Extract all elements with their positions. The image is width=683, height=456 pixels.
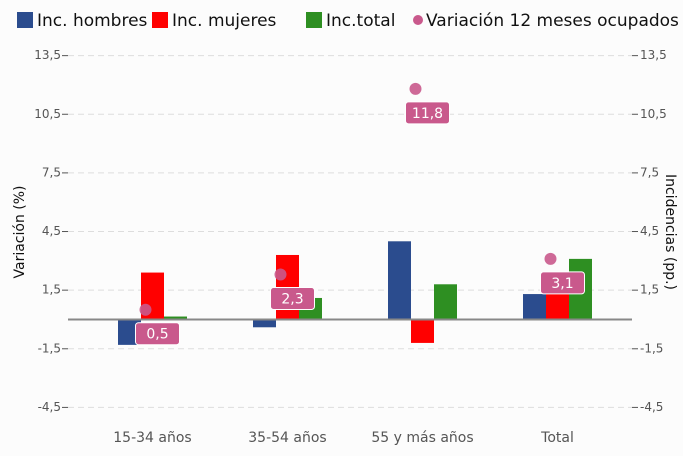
y2-tick-label: 7,5: [640, 165, 659, 179]
dot: [409, 82, 422, 95]
y-tick-label: 13,5: [34, 48, 61, 62]
y2-tick-label: -4,5: [640, 400, 663, 414]
x-tick-label: 55 y más años: [371, 430, 473, 446]
legend-label: Variación 12 meses ocupados: [426, 11, 679, 31]
dot: [544, 252, 557, 265]
x-tick-label: Total: [540, 430, 574, 446]
y2-tick-label: -1,5: [640, 341, 663, 355]
value-label-box: [270, 287, 315, 311]
value-label-box: [405, 101, 450, 125]
y2-tick-label: 10,5: [640, 107, 667, 121]
y2-tick-label: 1,5: [640, 283, 659, 297]
bar: [434, 284, 457, 320]
bar: [164, 316, 187, 320]
legend-marker: [306, 12, 322, 28]
y-tick-label: 4,5: [42, 224, 61, 238]
value-label-box: [135, 322, 180, 346]
legend-label: Inc.total: [326, 11, 395, 31]
y2-axis-label: Incidencias (pp.): [662, 174, 678, 290]
value-label: 3,1: [551, 276, 573, 292]
dot: [139, 303, 152, 316]
legend-marker: [17, 12, 33, 28]
x-tick-label: 15-34 años: [113, 430, 191, 446]
value-label: 11,8: [412, 106, 443, 122]
value-label-box: [540, 271, 585, 295]
y-tick-label: -4,5: [38, 400, 61, 414]
bar: [388, 241, 411, 320]
value-label: 2,3: [281, 292, 303, 308]
y2-tick-label: 4,5: [640, 224, 659, 238]
legend-label: Inc. mujeres: [172, 11, 277, 31]
value-label: 0,5: [146, 327, 168, 343]
legend-marker: [152, 12, 168, 28]
bar: [253, 319, 276, 328]
bar: [523, 294, 546, 320]
y2-tick-label: 13,5: [640, 48, 667, 62]
bar: [411, 319, 434, 343]
dot: [274, 268, 287, 281]
y-tick-label: -1,5: [38, 341, 61, 355]
legend-label: Inc. hombres: [37, 11, 148, 31]
legend-marker: [413, 15, 423, 25]
y-tick-label: 7,5: [42, 165, 61, 179]
y-tick-label: 10,5: [34, 107, 61, 121]
y-axis-label: Variación (%): [12, 186, 28, 279]
y-tick-label: 1,5: [42, 283, 61, 297]
x-tick-label: 35-54 años: [248, 430, 326, 446]
